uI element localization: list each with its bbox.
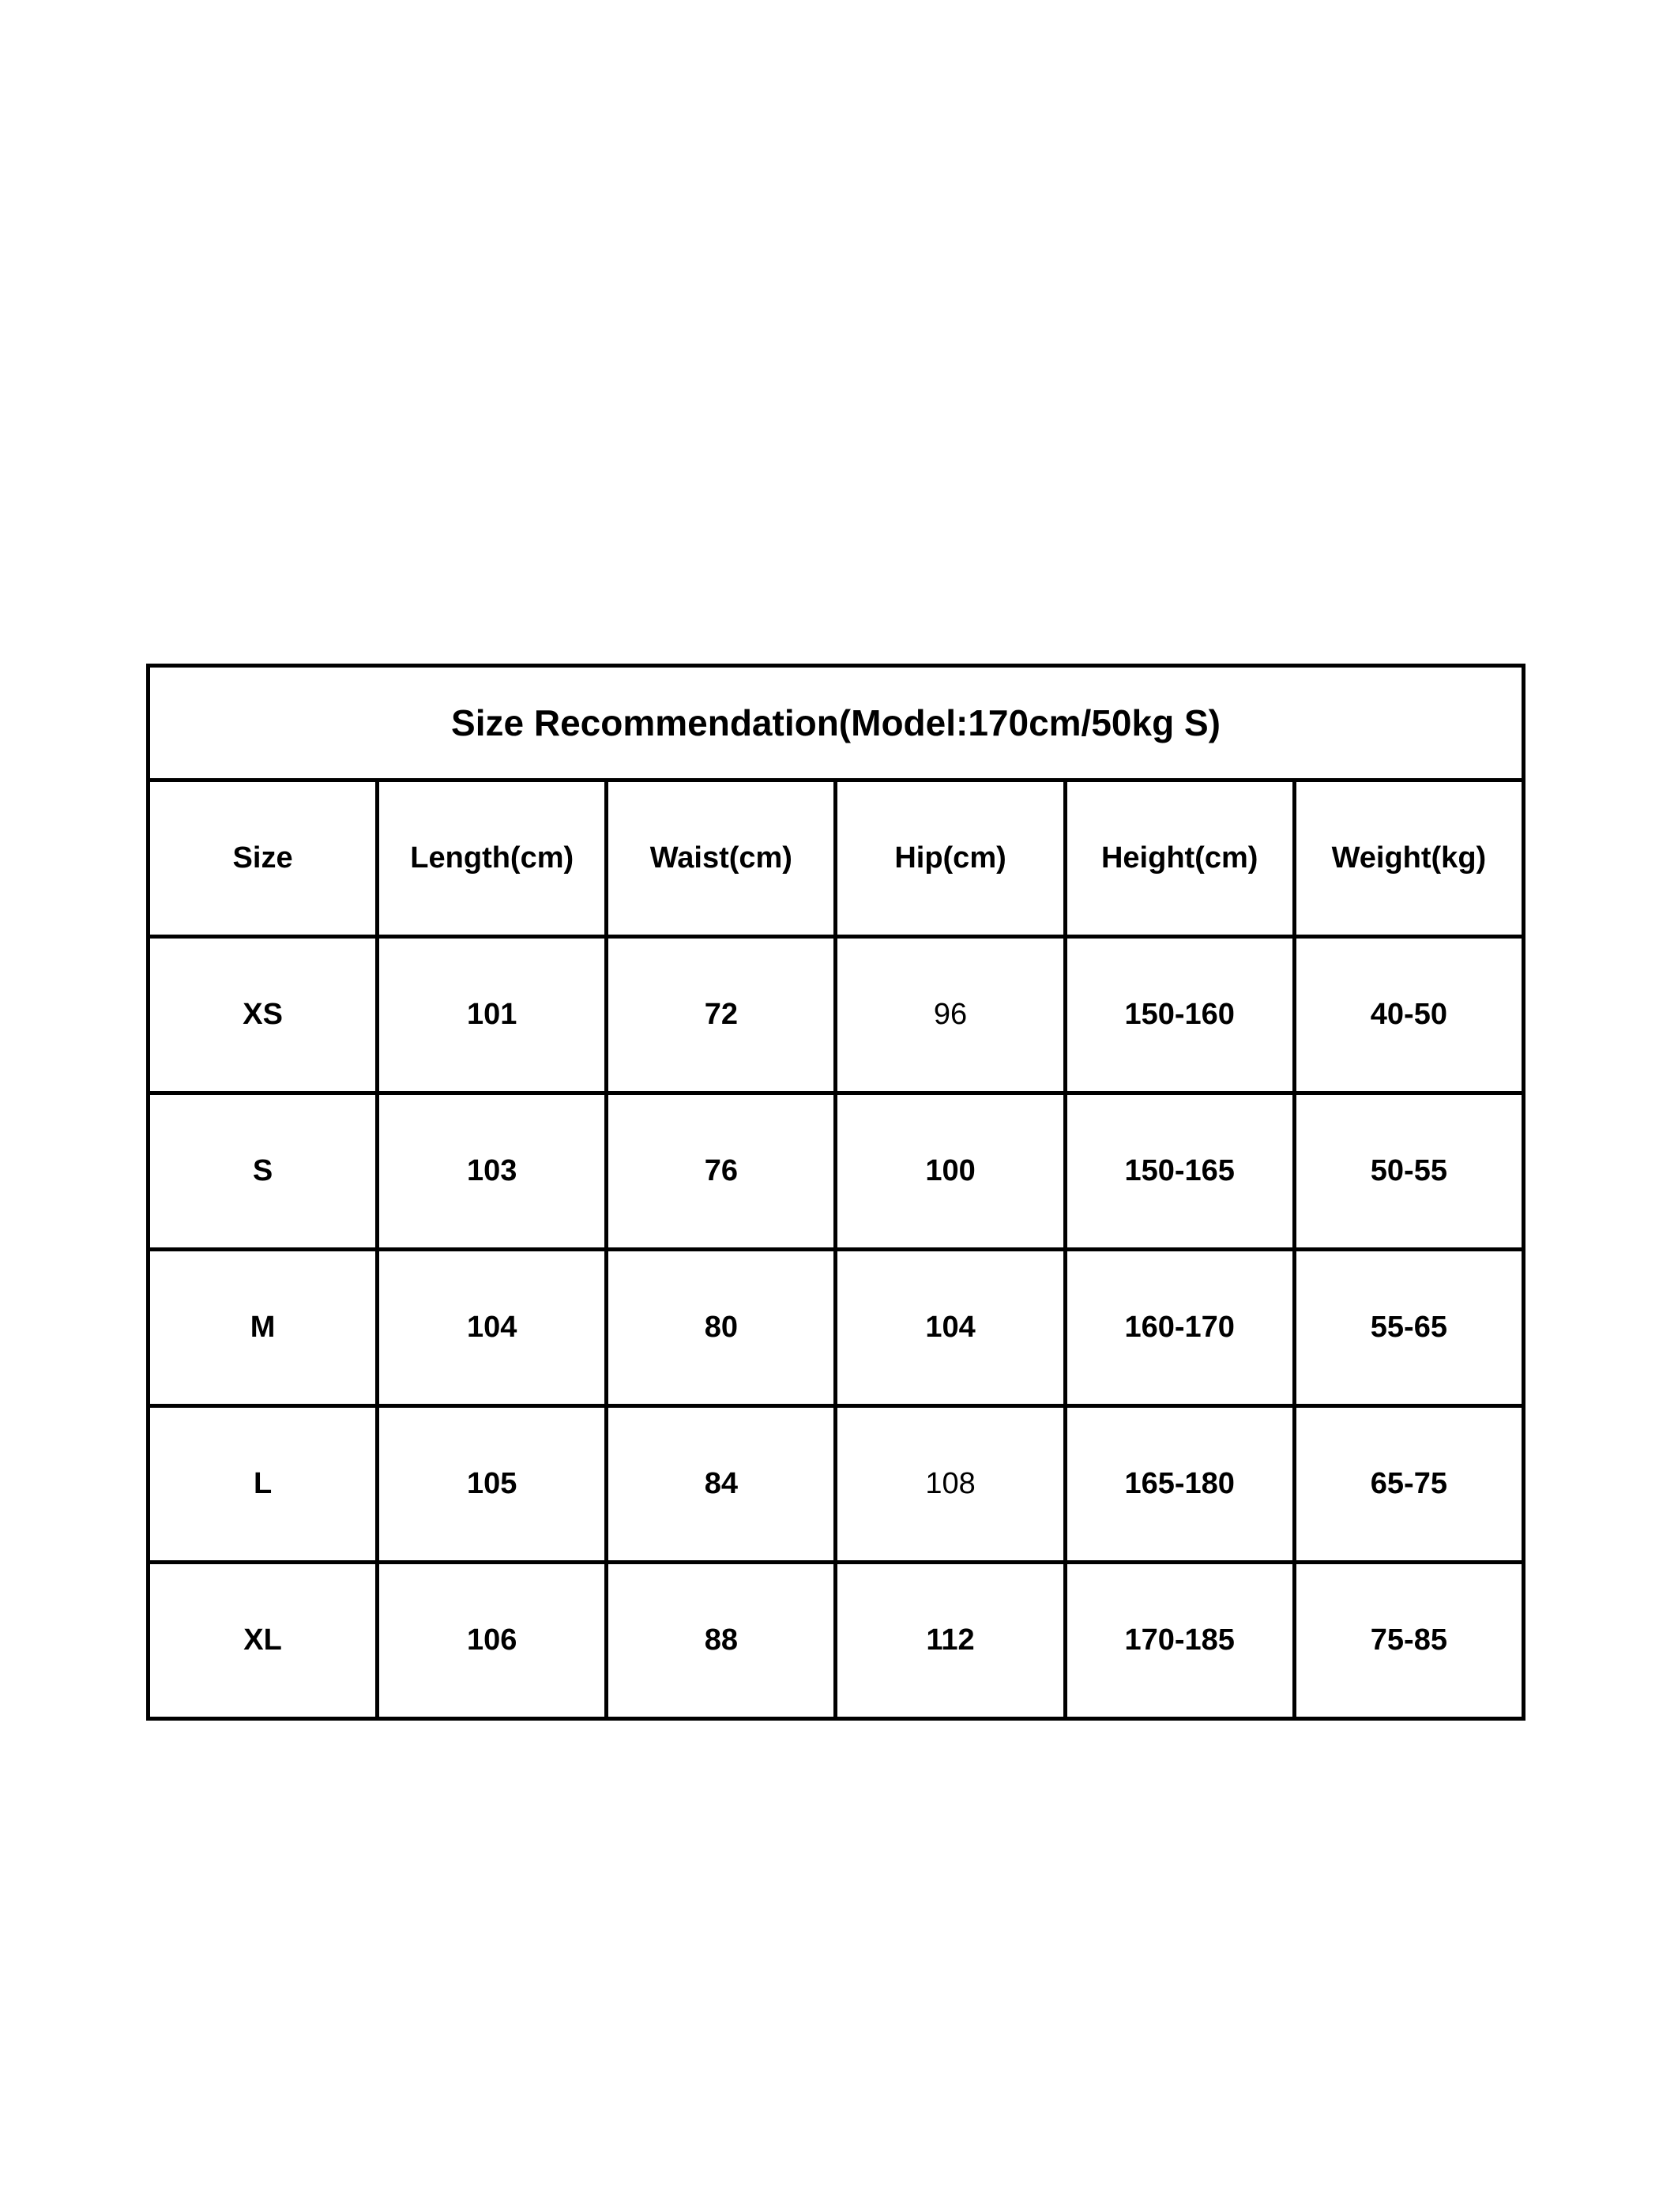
column-header: Waist(cm) [604,778,838,939]
table-cell: 104 [375,1247,609,1408]
table-cell: 165-180 [1063,1404,1296,1564]
table-cell: XL [145,1560,380,1721]
table-cell: 80 [604,1247,838,1408]
table-row: XS 101 72 96 150-160 40-50 [145,935,1526,1095]
title-row: Size Recommendation(Model:170cm/50kg S) [146,664,1525,782]
column-header: Height(cm) [1063,778,1296,939]
column-header: Size [145,778,380,939]
table-cell: 101 [375,935,609,1095]
table-cell: 150-160 [1063,935,1296,1095]
table-cell: M [145,1247,380,1408]
table-cell: 108 [833,1404,1067,1564]
table-cell: 104 [833,1247,1067,1408]
column-header: Weight(kg) [1292,778,1526,939]
size-chart-table: Size Recommendation(Model:170cm/50kg S) … [145,664,1526,1721]
table-row: L 105 84 108 165-180 65-75 [145,1404,1526,1564]
table-cell: 40-50 [1292,935,1526,1095]
table-title: Size Recommendation(Model:170cm/50kg S) [146,664,1525,782]
header-row: Size Length(cm) Waist(cm) Hip(cm) Height(cm)… [145,778,1526,939]
table-cell: 105 [375,1404,609,1564]
table-cell: 84 [604,1404,838,1564]
table-cell: XS [145,935,380,1095]
table-cell: 170-185 [1063,1560,1296,1721]
table-cell: 100 [833,1091,1067,1251]
table-cell: 65-75 [1292,1404,1526,1564]
column-header: Hip(cm) [833,778,1067,939]
column-header: Length(cm) [375,778,609,939]
table-cell: 106 [375,1560,609,1721]
table-row: M 104 80 104 160-170 55-65 [145,1247,1526,1408]
table-cell: 103 [375,1091,609,1251]
table-cell: 55-65 [1292,1247,1526,1408]
table-cell: 160-170 [1063,1247,1296,1408]
table-cell: S [145,1091,380,1251]
table-row: XL 106 88 112 170-185 75-85 [145,1560,1526,1721]
table-cell: L [145,1404,380,1564]
table-cell: 88 [604,1560,838,1721]
table-cell: 96 [833,935,1067,1095]
table-cell: 72 [604,935,838,1095]
table-cell: 50-55 [1292,1091,1526,1251]
table-cell: 75-85 [1292,1560,1526,1721]
table-cell: 76 [604,1091,838,1251]
table-cell: 150-165 [1063,1091,1296,1251]
table-row: S 103 76 100 150-165 50-55 [145,1091,1526,1251]
table-cell: 112 [833,1560,1067,1721]
